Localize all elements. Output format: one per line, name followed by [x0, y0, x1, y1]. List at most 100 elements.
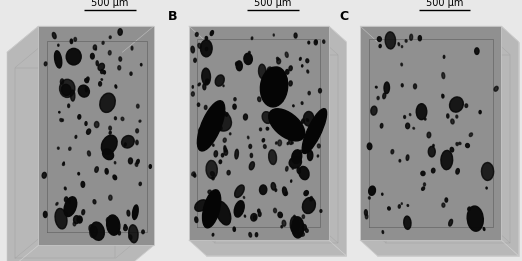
Ellipse shape — [197, 103, 199, 106]
Ellipse shape — [391, 150, 394, 154]
Ellipse shape — [302, 65, 303, 67]
Ellipse shape — [200, 130, 203, 134]
Ellipse shape — [58, 111, 60, 113]
Ellipse shape — [212, 233, 214, 236]
Ellipse shape — [62, 119, 64, 121]
Ellipse shape — [401, 203, 402, 204]
Ellipse shape — [100, 93, 115, 112]
Ellipse shape — [235, 185, 244, 198]
Ellipse shape — [44, 62, 47, 66]
Ellipse shape — [212, 177, 214, 180]
Ellipse shape — [109, 51, 111, 55]
Ellipse shape — [70, 39, 73, 44]
Ellipse shape — [93, 200, 96, 204]
Ellipse shape — [443, 55, 445, 58]
Ellipse shape — [105, 169, 108, 174]
Ellipse shape — [276, 142, 277, 144]
Ellipse shape — [277, 59, 281, 64]
Ellipse shape — [442, 73, 445, 79]
Ellipse shape — [413, 84, 417, 89]
Ellipse shape — [301, 102, 303, 104]
Ellipse shape — [465, 104, 468, 108]
Ellipse shape — [230, 133, 231, 135]
Ellipse shape — [260, 67, 288, 107]
Ellipse shape — [424, 118, 426, 120]
Ellipse shape — [57, 147, 59, 149]
Ellipse shape — [248, 51, 250, 54]
Ellipse shape — [66, 213, 67, 215]
Ellipse shape — [206, 79, 208, 83]
Ellipse shape — [494, 86, 498, 91]
Ellipse shape — [285, 52, 288, 57]
Ellipse shape — [205, 79, 209, 84]
Text: 500 μm: 500 μm — [426, 0, 463, 8]
Ellipse shape — [404, 116, 406, 118]
Ellipse shape — [130, 72, 132, 75]
Ellipse shape — [215, 75, 224, 86]
Ellipse shape — [95, 167, 98, 172]
Ellipse shape — [255, 233, 258, 237]
Ellipse shape — [317, 155, 318, 157]
Ellipse shape — [258, 209, 260, 212]
Ellipse shape — [466, 144, 469, 147]
Ellipse shape — [310, 197, 313, 201]
Ellipse shape — [258, 97, 261, 102]
Ellipse shape — [64, 197, 68, 202]
Ellipse shape — [277, 57, 279, 60]
Ellipse shape — [302, 119, 304, 123]
Ellipse shape — [208, 190, 211, 193]
Ellipse shape — [259, 185, 267, 194]
Ellipse shape — [456, 169, 459, 174]
Ellipse shape — [292, 167, 293, 169]
Ellipse shape — [315, 40, 317, 43]
Ellipse shape — [479, 111, 481, 114]
Ellipse shape — [66, 48, 81, 65]
Ellipse shape — [289, 157, 302, 168]
Ellipse shape — [129, 235, 132, 240]
Ellipse shape — [258, 212, 261, 216]
Ellipse shape — [64, 197, 77, 216]
Ellipse shape — [63, 163, 65, 165]
Ellipse shape — [269, 150, 277, 164]
Text: 500 μm: 500 μm — [254, 0, 291, 8]
Ellipse shape — [212, 110, 231, 131]
Ellipse shape — [318, 88, 322, 93]
Ellipse shape — [78, 173, 79, 175]
Ellipse shape — [281, 226, 282, 228]
Ellipse shape — [294, 215, 295, 218]
Ellipse shape — [220, 127, 222, 130]
Ellipse shape — [266, 127, 268, 130]
Ellipse shape — [127, 210, 130, 216]
Ellipse shape — [195, 217, 198, 222]
Ellipse shape — [274, 208, 277, 213]
Ellipse shape — [73, 222, 76, 226]
Ellipse shape — [272, 67, 287, 90]
Ellipse shape — [140, 63, 142, 66]
Ellipse shape — [449, 219, 453, 226]
Ellipse shape — [320, 210, 322, 212]
Ellipse shape — [305, 229, 308, 232]
Ellipse shape — [142, 230, 144, 234]
Polygon shape — [7, 52, 122, 261]
Ellipse shape — [450, 147, 454, 152]
Polygon shape — [501, 26, 518, 256]
Ellipse shape — [135, 163, 138, 166]
Ellipse shape — [323, 40, 325, 43]
Ellipse shape — [195, 33, 198, 36]
Ellipse shape — [308, 91, 310, 95]
Ellipse shape — [269, 109, 305, 141]
Ellipse shape — [371, 106, 377, 115]
Ellipse shape — [224, 150, 228, 155]
Ellipse shape — [206, 161, 217, 179]
Ellipse shape — [250, 153, 253, 157]
Ellipse shape — [106, 215, 120, 235]
Ellipse shape — [217, 112, 220, 116]
Ellipse shape — [306, 119, 309, 121]
Ellipse shape — [227, 170, 230, 175]
Ellipse shape — [103, 71, 105, 74]
Ellipse shape — [223, 138, 226, 142]
Ellipse shape — [469, 133, 472, 137]
Ellipse shape — [96, 61, 98, 66]
Ellipse shape — [398, 205, 400, 208]
Ellipse shape — [401, 84, 403, 87]
